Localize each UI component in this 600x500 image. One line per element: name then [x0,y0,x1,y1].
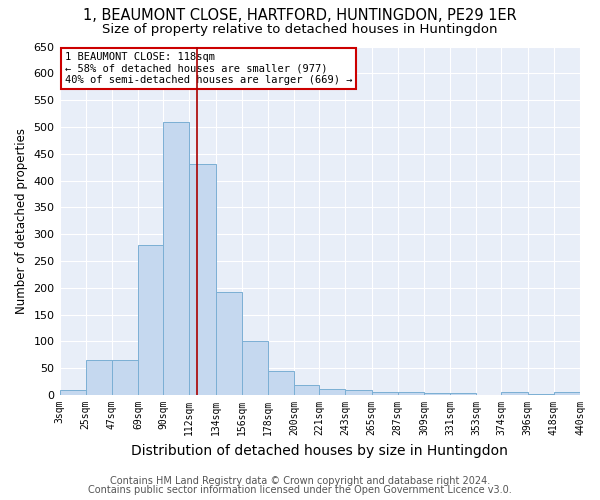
Bar [476,394,502,395]
Bar [190,164,215,395]
Bar [138,245,163,395]
Bar [59,390,86,395]
Text: 1 BEAUMONT CLOSE: 118sqm
← 58% of detached houses are smaller (977)
40% of semi-: 1 BEAUMONT CLOSE: 118sqm ← 58% of detach… [65,52,352,85]
Bar [371,392,398,395]
Bar [502,392,527,395]
Text: Contains public sector information licensed under the Open Government Licence v3: Contains public sector information licen… [88,485,512,495]
X-axis label: Distribution of detached houses by size in Huntingdon: Distribution of detached houses by size … [131,444,508,458]
Bar [215,292,242,395]
Bar [242,342,268,395]
Bar [398,392,424,395]
Bar [319,388,346,395]
Bar [294,386,319,395]
Bar [527,394,554,395]
Bar [112,360,138,395]
Bar [86,360,112,395]
Bar [346,390,371,395]
Bar [424,393,450,395]
Text: Contains HM Land Registry data © Crown copyright and database right 2024.: Contains HM Land Registry data © Crown c… [110,476,490,486]
Bar [163,122,190,395]
Bar [450,394,476,395]
Text: 1, BEAUMONT CLOSE, HARTFORD, HUNTINGDON, PE29 1ER: 1, BEAUMONT CLOSE, HARTFORD, HUNTINGDON,… [83,8,517,22]
Bar [268,371,294,395]
Text: Size of property relative to detached houses in Huntingdon: Size of property relative to detached ho… [102,22,498,36]
Y-axis label: Number of detached properties: Number of detached properties [15,128,28,314]
Bar [554,392,580,395]
